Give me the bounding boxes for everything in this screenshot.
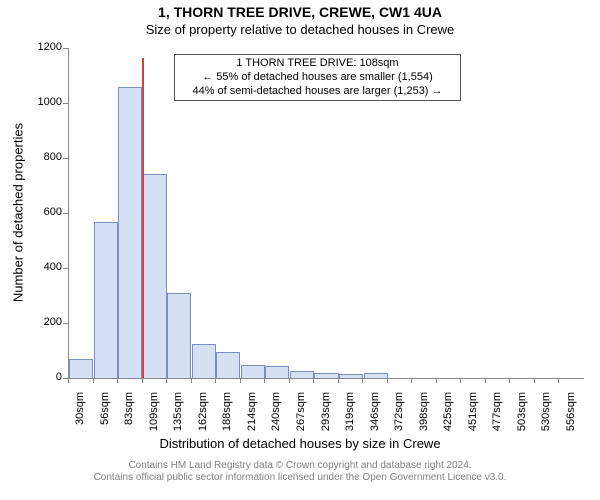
histogram-bar — [167, 293, 191, 378]
x-tick-label: 188sqm — [221, 392, 233, 442]
histogram-bar — [290, 371, 314, 378]
x-tick-mark — [436, 378, 437, 383]
y-tick-mark — [63, 268, 68, 269]
y-tick-mark — [63, 158, 68, 159]
x-tick-mark — [240, 378, 241, 383]
y-tick-label: 800 — [22, 151, 62, 163]
property-marker-line — [142, 58, 144, 378]
info-box-line1: 1 THORN TREE DRIVE: 108sqm — [175, 57, 460, 71]
property-size-chart: 1, THORN TREE DRIVE, CREWE, CW1 4UA Size… — [0, 0, 600, 500]
histogram-bar — [339, 374, 363, 378]
chart-subtitle: Size of property relative to detached ho… — [0, 22, 600, 37]
x-tick-mark — [289, 378, 290, 383]
x-tick-mark — [68, 378, 69, 383]
x-tick-mark — [313, 378, 314, 383]
x-tick-label: 135sqm — [172, 392, 184, 442]
x-tick-label: 240sqm — [270, 392, 282, 442]
property-info-box: 1 THORN TREE DRIVE: 108sqm← 55% of detac… — [174, 54, 461, 101]
y-tick-mark — [63, 213, 68, 214]
x-tick-mark — [411, 378, 412, 383]
x-tick-mark — [338, 378, 339, 383]
x-tick-label: 451sqm — [467, 392, 479, 442]
x-tick-label: 293sqm — [320, 392, 332, 442]
y-tick-mark — [63, 323, 68, 324]
histogram-bar — [118, 87, 142, 378]
x-tick-mark — [558, 378, 559, 383]
x-tick-mark — [215, 378, 216, 383]
x-tick-mark — [264, 378, 265, 383]
y-tick-mark — [63, 48, 68, 49]
x-tick-mark — [534, 378, 535, 383]
plot-area: 1 THORN TREE DRIVE: 108sqm← 55% of detac… — [68, 48, 584, 379]
x-tick-mark — [142, 378, 143, 383]
info-box-line3: 44% of semi-detached houses are larger (… — [175, 85, 460, 99]
histogram-bar — [241, 365, 265, 378]
x-tick-mark — [117, 378, 118, 383]
x-tick-label: 503sqm — [516, 392, 528, 442]
x-tick-label: 477sqm — [491, 392, 503, 442]
histogram-bar — [314, 373, 338, 378]
x-tick-label: 319sqm — [344, 392, 356, 442]
x-tick-label: 267sqm — [295, 392, 307, 442]
x-tick-mark — [166, 378, 167, 383]
x-tick-label: 425sqm — [442, 392, 454, 442]
y-tick-label: 1200 — [22, 41, 62, 53]
x-tick-mark — [93, 378, 94, 383]
x-tick-mark — [362, 378, 363, 383]
chart-footer: Contains HM Land Registry data © Crown c… — [0, 460, 600, 484]
histogram-bar — [192, 344, 216, 378]
chart-title: 1, THORN TREE DRIVE, CREWE, CW1 4UA — [0, 4, 600, 20]
x-tick-label: 556sqm — [565, 392, 577, 442]
y-tick-mark — [63, 103, 68, 104]
y-tick-label: 0 — [22, 371, 62, 383]
x-tick-label: 214sqm — [246, 392, 258, 442]
x-tick-label: 109sqm — [148, 392, 160, 442]
x-tick-mark — [485, 378, 486, 383]
histogram-bar — [69, 359, 93, 378]
info-box-line2: ← 55% of detached houses are smaller (1,… — [175, 71, 460, 85]
histogram-bar — [216, 352, 240, 378]
y-tick-label: 600 — [22, 206, 62, 218]
x-tick-mark — [460, 378, 461, 383]
x-tick-label: 162sqm — [197, 392, 209, 442]
histogram-bar — [265, 366, 289, 378]
histogram-bar — [143, 174, 167, 378]
x-tick-mark — [509, 378, 510, 383]
y-tick-label: 1000 — [22, 96, 62, 108]
x-tick-mark — [191, 378, 192, 383]
footer-line-1: Contains HM Land Registry data © Crown c… — [0, 460, 600, 472]
x-tick-label: 398sqm — [418, 392, 430, 442]
x-tick-mark — [387, 378, 388, 383]
y-tick-label: 200 — [22, 316, 62, 328]
x-tick-label: 30sqm — [74, 392, 86, 442]
x-tick-label: 346sqm — [369, 392, 381, 442]
y-tick-label: 400 — [22, 261, 62, 273]
x-tick-label: 530sqm — [540, 392, 552, 442]
footer-line-2: Contains official public sector informat… — [0, 472, 600, 484]
x-tick-label: 83sqm — [123, 392, 135, 442]
x-tick-label: 56sqm — [99, 392, 111, 442]
x-tick-label: 372sqm — [393, 392, 405, 442]
histogram-bar — [364, 373, 388, 379]
histogram-bar — [94, 222, 118, 378]
